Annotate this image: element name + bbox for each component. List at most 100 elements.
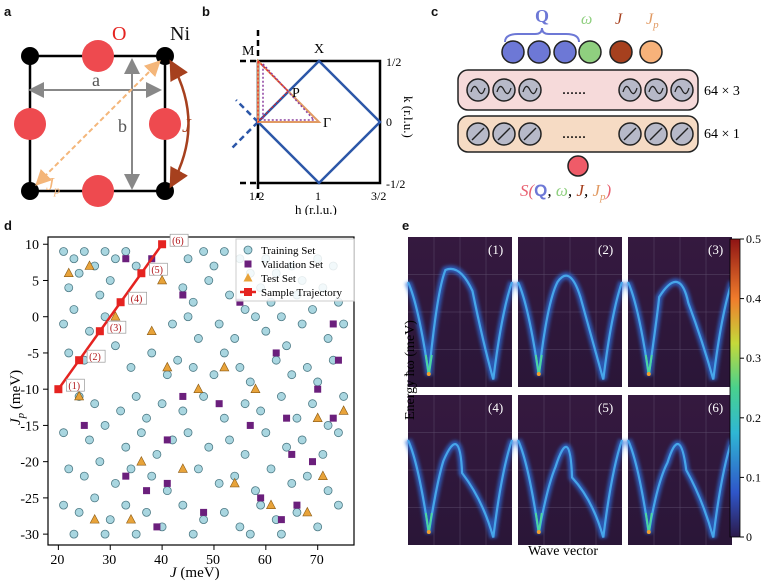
trajectory-label: (4) — [131, 294, 143, 305]
training-point — [276, 312, 286, 322]
spectrum-minimum-dot — [536, 372, 541, 376]
y-tick-label: -20 — [20, 456, 39, 471]
spectrum-subplot: (2) — [514, 237, 626, 387]
panel-b-letter: b — [202, 4, 210, 19]
training-point — [136, 428, 146, 438]
y-tick-label: -10 — [20, 383, 39, 398]
training-point — [256, 500, 266, 510]
training-point — [282, 442, 291, 452]
training-point — [199, 247, 208, 256]
training-point — [121, 500, 131, 510]
y-tick-label: 5 — [32, 274, 39, 289]
training-point — [79, 247, 89, 256]
training-point — [219, 507, 229, 517]
training-point — [287, 370, 297, 380]
tanh-node — [670, 78, 694, 102]
panel-d-letter: d — [4, 218, 12, 233]
training-point — [59, 247, 68, 256]
training-point — [74, 268, 84, 278]
training-point — [183, 254, 193, 264]
training-point — [308, 305, 317, 314]
y-tick-label: 10 — [25, 238, 39, 253]
training-point — [261, 428, 271, 438]
legend-marker — [243, 245, 253, 255]
training-point — [111, 478, 120, 488]
trajectory-label: (3) — [110, 323, 122, 334]
energy-axis-label: Energy ħω (meV) — [403, 320, 418, 420]
training-point — [235, 363, 245, 372]
trajectory-label: (5) — [151, 265, 163, 276]
nickel-label: Ni — [170, 23, 190, 45]
k-tick-label: 0 — [386, 115, 392, 129]
test-point — [125, 513, 136, 524]
h-axis-label: h (r.l.u.) — [295, 202, 337, 215]
trajectory-label-box — [149, 262, 168, 276]
validation-point — [246, 421, 254, 429]
trajectory-point — [137, 269, 146, 278]
training-point — [188, 363, 198, 372]
nickel-atom — [156, 182, 174, 200]
test-point — [84, 260, 95, 270]
validation-point — [179, 291, 187, 299]
training-point — [90, 493, 100, 503]
subplot-label: (4) — [488, 400, 503, 415]
test-point — [74, 390, 85, 401]
training-point — [142, 507, 151, 517]
y-tick-label: -30 — [20, 528, 39, 543]
test-point — [63, 267, 74, 278]
jp-input-label: Jp — [646, 11, 659, 31]
subplot-label: (1) — [488, 242, 503, 257]
spectrum-minimum-dot — [536, 530, 541, 534]
validation-point — [215, 400, 223, 408]
test-point — [162, 361, 173, 372]
validation-point — [283, 414, 291, 422]
training-point — [214, 478, 224, 488]
colorbar-tick-label: 0.1 — [746, 470, 761, 484]
panel-a-lattice: O Ni a b J Jp — [14, 23, 192, 207]
training-point — [334, 500, 343, 510]
training-point — [142, 413, 151, 423]
point-m-label: M — [242, 44, 255, 59]
training-point — [276, 529, 286, 539]
training-point — [209, 261, 219, 271]
trajectory-point — [158, 240, 167, 249]
h-tick-label: 1/2 — [249, 189, 264, 203]
training-point — [157, 399, 167, 409]
tanh-node — [518, 78, 542, 102]
output-node — [567, 155, 589, 177]
training-point — [276, 392, 286, 401]
training-point — [245, 529, 255, 539]
validation-point — [163, 479, 171, 487]
training-point — [313, 377, 323, 387]
legend-label: Validation Set — [261, 259, 323, 271]
training-point — [318, 450, 328, 459]
legend-box — [235, 238, 355, 302]
nickel-atom — [156, 47, 174, 65]
validation-point — [272, 349, 280, 357]
trajectory-point — [75, 356, 84, 365]
subplot-label: (2) — [598, 242, 613, 257]
hidden-layer-1 — [457, 69, 699, 111]
training-point — [323, 486, 333, 496]
linear-node — [466, 122, 490, 146]
training-point — [178, 406, 188, 416]
validation-point — [293, 501, 301, 509]
training-point — [147, 348, 157, 358]
x-tick-label: 50 — [206, 553, 220, 568]
x-tick-label: 70 — [310, 553, 324, 568]
spectrum-minimum-dot — [646, 372, 651, 376]
input-node-q — [501, 40, 525, 64]
test-point — [157, 274, 168, 285]
training-point — [204, 442, 214, 452]
validation-point — [200, 508, 208, 516]
q-input-label: Q — [535, 6, 549, 26]
validation-point — [122, 255, 130, 263]
training-point — [240, 450, 250, 459]
panel-e-spectra: (1) (2) (3) (4) (5) (6) 0.5 0.4 0.3 0.2 0.1 0 Ener… — [403, 232, 761, 559]
point-p-label: P — [292, 86, 300, 101]
spectrum-band-core — [627, 280, 734, 380]
panel-e-letter: e — [402, 218, 410, 233]
training-point — [245, 377, 255, 387]
trajectory-line — [57, 243, 164, 390]
training-point — [282, 341, 291, 351]
